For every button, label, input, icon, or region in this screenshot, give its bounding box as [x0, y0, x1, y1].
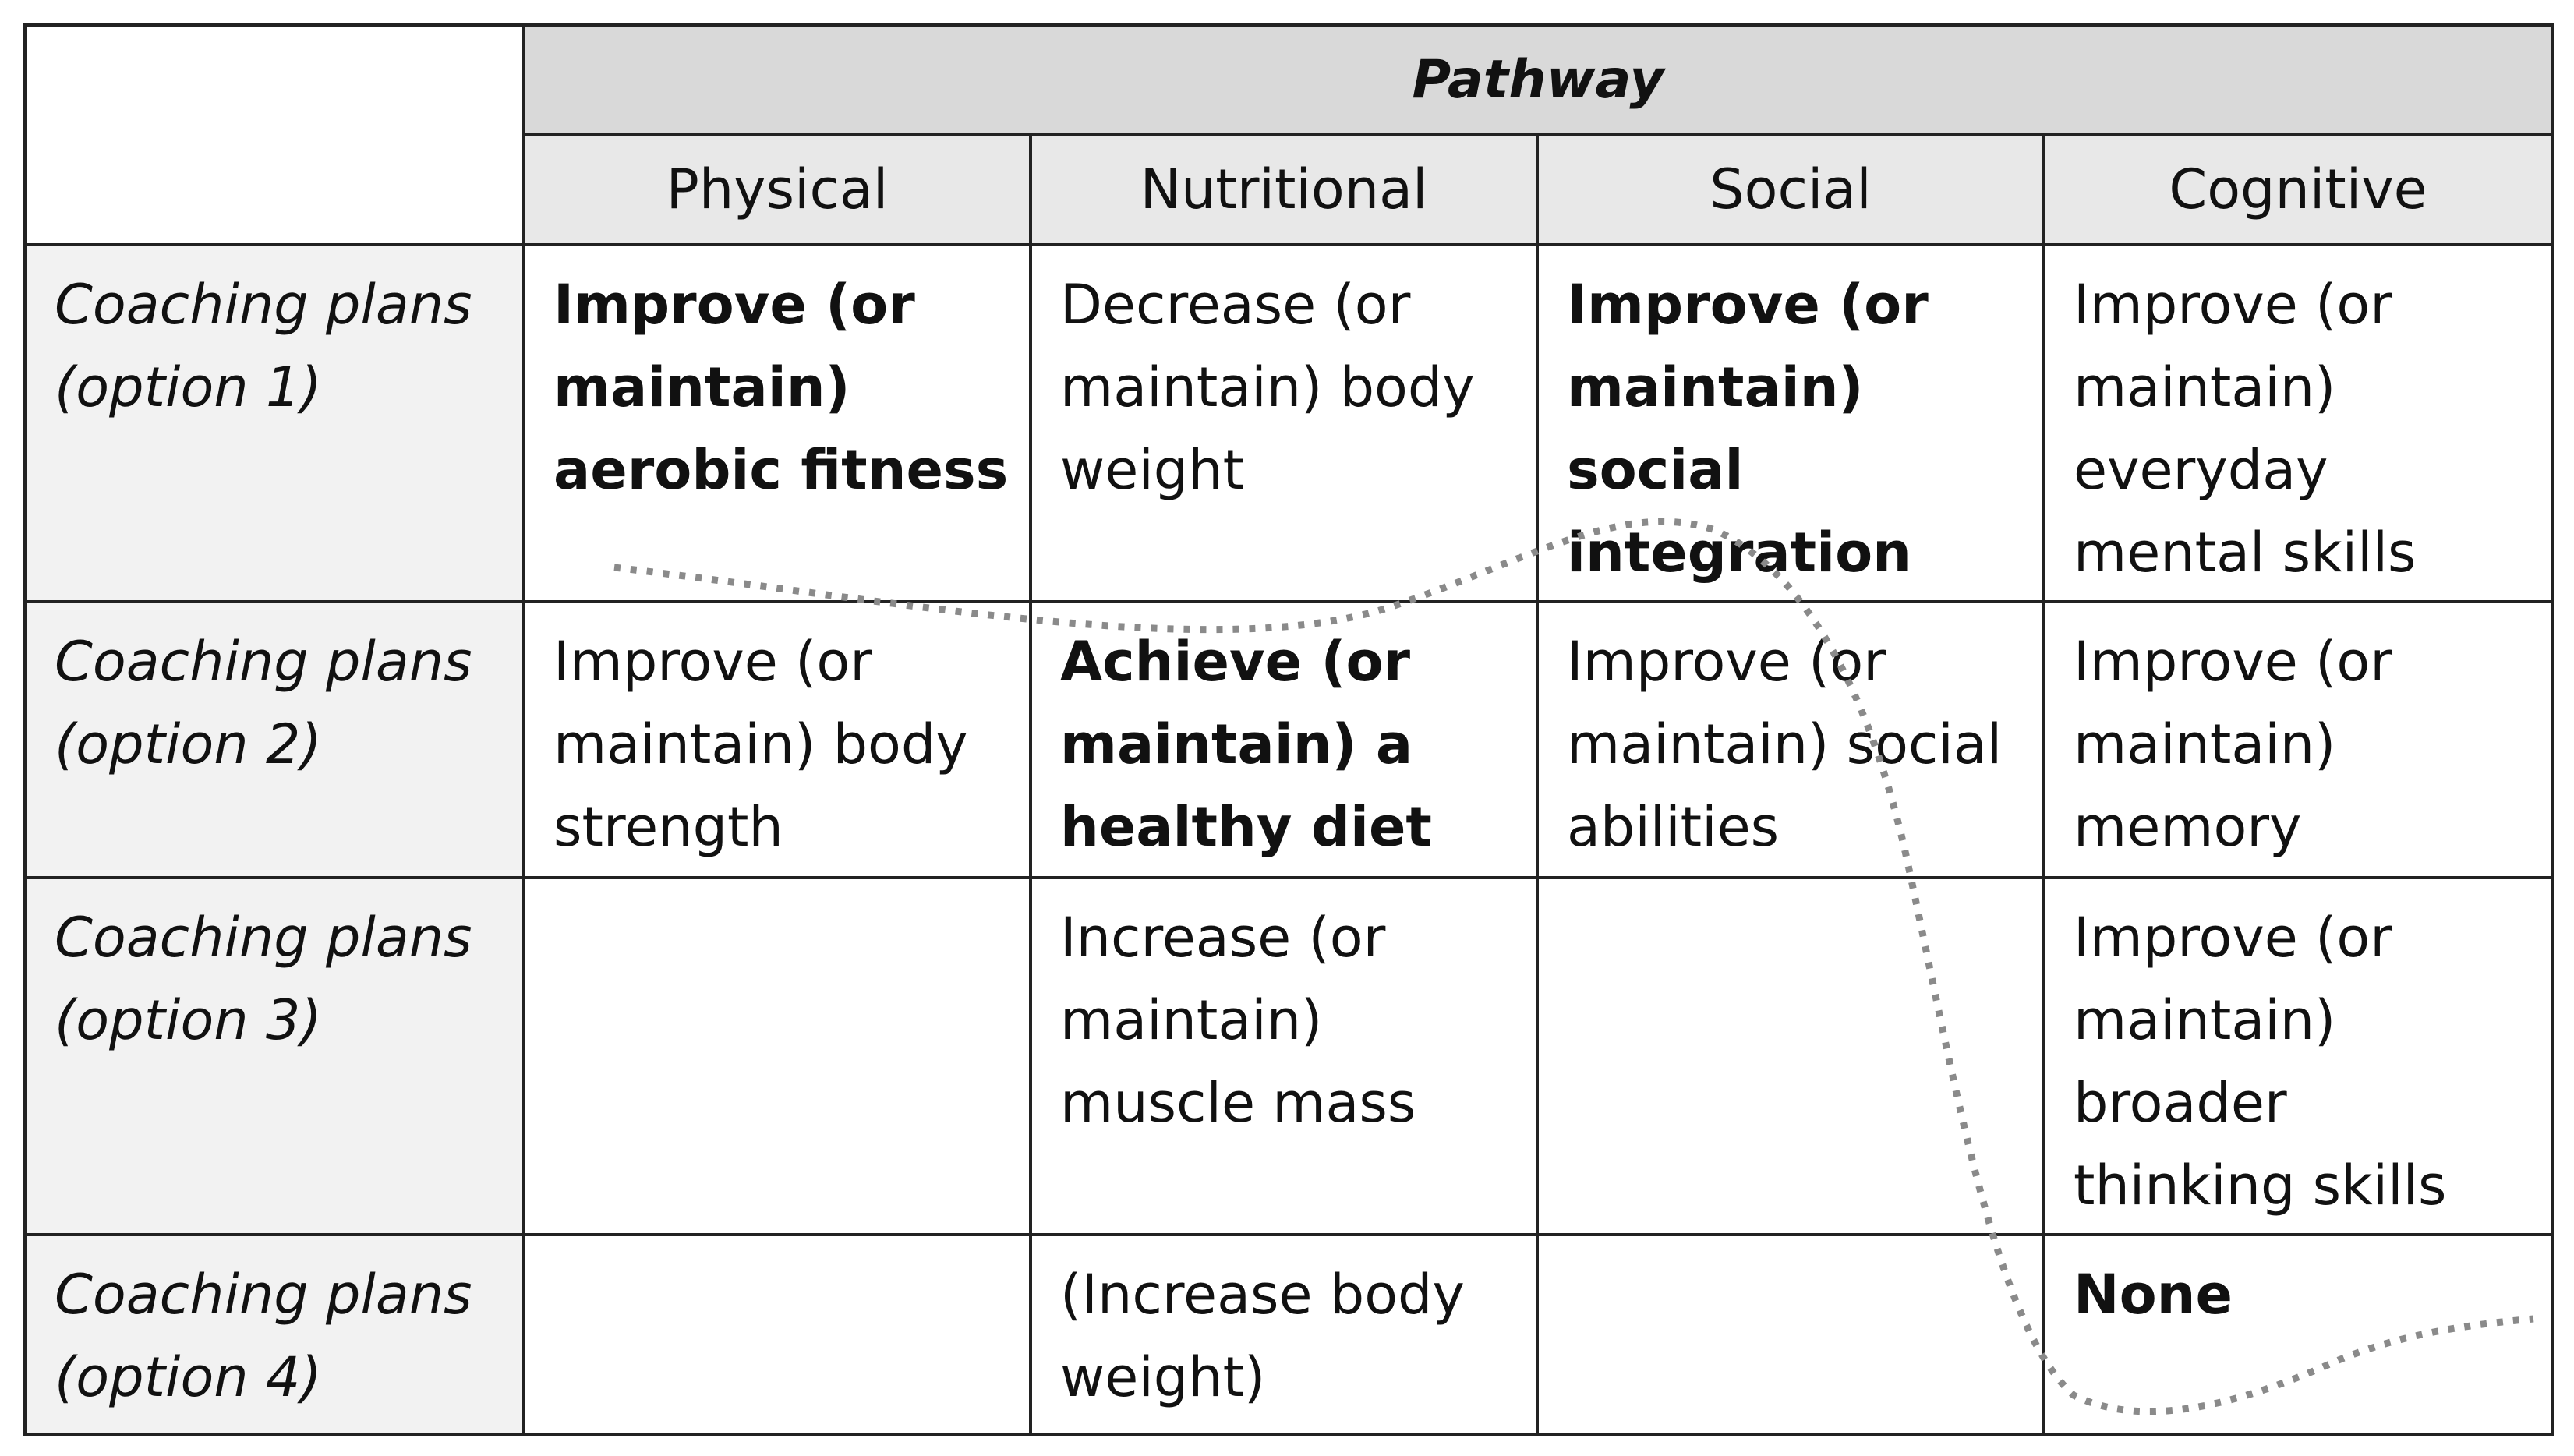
cell-option-2-cognitive: Improve (or maintain) memory — [2042, 600, 2555, 879]
cell-option-3-social — [1536, 876, 2045, 1236]
cell-option-4-social — [1536, 1233, 2045, 1436]
cell-option-3-physical — [522, 876, 1032, 1236]
pathway-group-header: Pathway — [522, 23, 2555, 136]
cell-option-1-nutritional: Decrease (or maintain) body weight — [1029, 243, 1539, 603]
table-row: Coaching plans (option 1) Improve (or ma… — [23, 243, 2555, 603]
corner-cell — [23, 23, 525, 246]
cell-option-4-physical — [522, 1233, 1032, 1436]
column-header-cognitive: Cognitive — [2042, 133, 2555, 246]
cell-option-4-nutritional: (Increase body weight) — [1029, 1233, 1539, 1436]
cell-option-2-physical: Improve (or maintain) body strength — [522, 600, 1032, 879]
table-row: Coaching plans (option 3) Increase (or m… — [23, 876, 2555, 1236]
cell-option-3-nutritional: Increase (or maintain) muscle mass — [1029, 876, 1539, 1236]
row-header-option-4: Coaching plans (option 4) — [23, 1233, 525, 1436]
cell-option-1-social: Improve (or maintain) social integration — [1536, 243, 2045, 603]
cell-option-2-nutritional: Achieve (or maintain) a healthy diet — [1029, 600, 1539, 879]
column-header-physical: Physical — [522, 133, 1032, 246]
column-header-social: Social — [1536, 133, 2045, 246]
row-header-option-2: Coaching plans (option 2) — [23, 600, 525, 879]
cell-option-2-social: Improve (or maintain) social abilities — [1536, 600, 2045, 879]
cell-option-3-cognitive: Improve (or maintain) broader thinking s… — [2042, 876, 2555, 1236]
row-header-option-1: Coaching plans (option 1) — [23, 243, 525, 603]
coaching-plan-table: Pathway Physical Nutritional Social Cogn… — [23, 23, 2555, 1436]
column-header-nutritional: Nutritional — [1029, 133, 1539, 246]
cell-option-1-cognitive: Improve (or maintain) everyday mental sk… — [2042, 243, 2555, 603]
table-row: Coaching plans (option 2) Improve (or ma… — [23, 600, 2555, 879]
cell-option-1-physical: Improve (or maintain) aerobic fitness — [522, 243, 1032, 603]
table-row: Coaching plans (option 4) (Increase body… — [23, 1233, 2555, 1436]
row-header-option-3: Coaching plans (option 3) — [23, 876, 525, 1236]
cell-option-4-cognitive: None — [2042, 1233, 2555, 1436]
